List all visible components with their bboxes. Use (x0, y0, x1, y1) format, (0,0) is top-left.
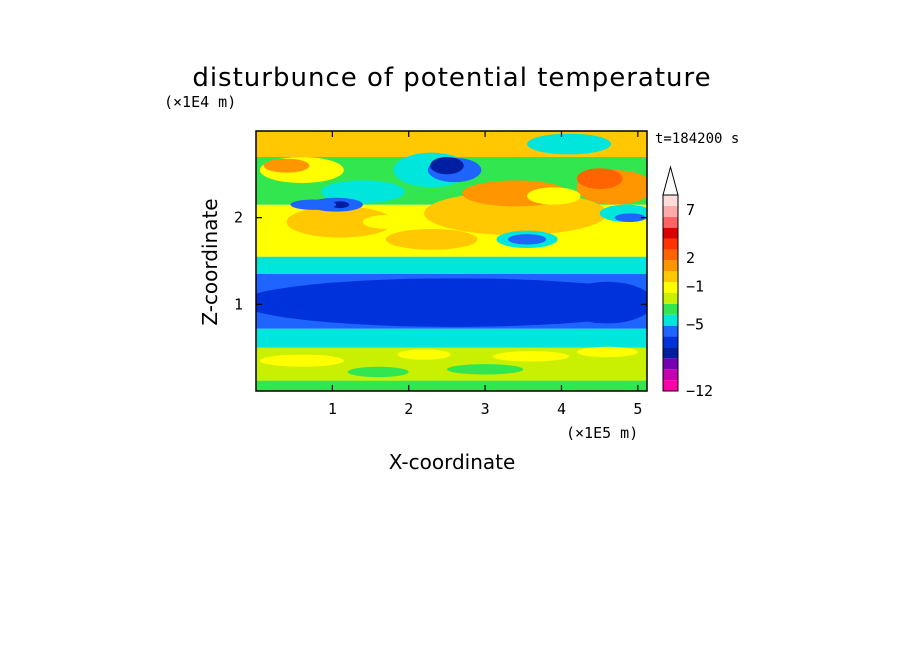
chart-title: disturbunce of potential temperature (192, 63, 711, 93)
x-tick-label: 1 (328, 400, 337, 418)
y-axis-ticks: 12 (234, 209, 647, 313)
contour-region (263, 158, 310, 173)
contour-region (508, 234, 547, 245)
contour-band (256, 256, 647, 274)
colorbar-swatch (663, 380, 678, 391)
colorbar-swatch (663, 369, 678, 381)
plot-frame (255, 130, 648, 392)
colorbar-swatch (663, 205, 678, 217)
colorbar-swatch (663, 336, 678, 348)
colorbar-swatch (663, 293, 678, 304)
contour-region (330, 201, 350, 209)
colorbar-swatch (663, 271, 678, 283)
x-tick-label: 4 (557, 400, 566, 418)
x-unit-label: (×1E5 m) (566, 424, 638, 442)
colorbar-swatch (663, 325, 678, 337)
y-axis-label: Z-coordinate (198, 198, 222, 325)
contour-region (385, 228, 478, 250)
colorbar-swatch (663, 260, 678, 272)
colorbar-swatch (663, 347, 678, 359)
y-tick-label: 1 (234, 295, 243, 313)
contour-band (256, 380, 647, 391)
contour-field (256, 131, 647, 391)
x-axis-ticks: 1 2 3 4 5 (328, 131, 642, 418)
contour-region (576, 168, 623, 190)
contour-region (362, 215, 409, 229)
colorbar-swatch (663, 249, 678, 261)
time-label: t=184200 s (655, 131, 739, 147)
contour-region (259, 354, 344, 367)
x-tick-label: 5 (633, 400, 642, 418)
y-unit-label: (×1E4 m) (164, 93, 236, 111)
colorbar-swatch (663, 282, 678, 293)
colorbar-swatch (663, 195, 678, 206)
contour-region (527, 133, 612, 155)
colorbar-swatch (663, 358, 678, 370)
y-tick-label: 2 (234, 209, 243, 227)
contour-region (397, 349, 451, 360)
x-axis-label: X-coordinate (389, 450, 516, 474)
colorbar: −12−5−127 (662, 165, 713, 400)
colorbar-label: −5 (686, 315, 704, 333)
colorbar-extend-arrow (662, 165, 679, 196)
colorbar-label: 7 (686, 201, 695, 219)
colorbar-label: −1 (686, 277, 704, 295)
contour-region (527, 187, 581, 205)
contour-region (286, 206, 394, 238)
contour-region (446, 364, 524, 375)
colorbar-swatch (663, 314, 678, 326)
x-tick-label: 3 (481, 400, 490, 418)
colorbar-swatch (663, 303, 678, 315)
contour-region (430, 157, 464, 175)
colorbar-label: −12 (686, 382, 713, 400)
contour-region (561, 281, 647, 324)
contour-region (614, 213, 646, 223)
contour-band (256, 328, 647, 348)
contour-region (320, 180, 405, 203)
contour-region (576, 346, 638, 358)
x-tick-label: 2 (404, 400, 413, 418)
contour-region (256, 278, 647, 327)
colorbar-swatch (663, 227, 678, 239)
contour-region (256, 131, 340, 157)
colorbar-swatch (663, 216, 678, 228)
colorbar-swatch (663, 238, 678, 250)
contour-region (347, 366, 409, 378)
contour-region (492, 351, 570, 362)
contour-region (290, 199, 337, 210)
colorbar-label: 2 (686, 249, 695, 267)
colorbar-frame (662, 194, 679, 392)
